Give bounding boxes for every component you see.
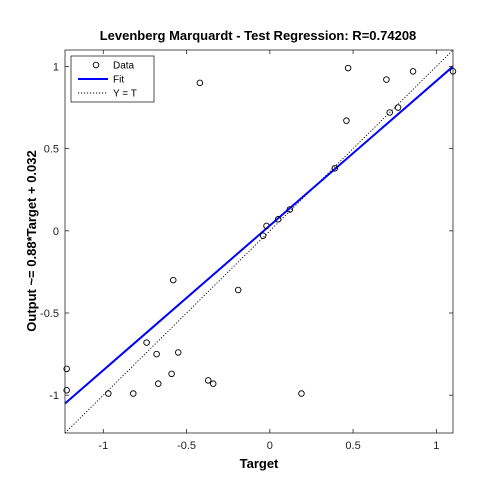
legend-data-label: Data <box>113 61 135 72</box>
identity-line-group <box>64 49 454 434</box>
data-points <box>63 64 457 397</box>
data-point <box>331 165 339 172</box>
data-point <box>143 339 150 346</box>
x-tick-label: -0.5 <box>177 440 196 452</box>
data-point <box>274 216 282 223</box>
data-point <box>383 76 390 83</box>
data-point <box>298 390 305 397</box>
legend: Data Fit Y = T <box>70 55 155 103</box>
legend-identity-label: Y = T <box>113 89 137 100</box>
x-axis-label: Target <box>240 456 279 471</box>
legend-data-marker <box>92 61 100 69</box>
data-point <box>63 365 70 373</box>
data-point <box>386 109 393 116</box>
y-tick-label: -1 <box>49 390 59 402</box>
x-axis-ticks: -1 -0.5 0 0.5 1 <box>98 50 439 452</box>
data-point <box>196 79 204 87</box>
x-tick-label: 0 <box>267 440 273 452</box>
data-point <box>155 380 162 387</box>
y-tick-label: 0.5 <box>44 144 59 156</box>
y-axis-label: Output ~= 0.88*Target + 0.032 <box>24 150 39 331</box>
data-point <box>263 222 270 230</box>
data-point <box>344 64 352 72</box>
data-point <box>409 68 417 75</box>
data-point <box>234 286 242 294</box>
data-point <box>259 232 267 239</box>
fit-line <box>64 65 454 405</box>
data-point <box>130 390 137 397</box>
data-point <box>168 370 175 378</box>
x-tick-label: -1 <box>98 440 108 452</box>
x-tick-label: 0.5 <box>345 440 360 452</box>
data-point <box>204 377 212 384</box>
y-tick-label: -0.5 <box>40 308 59 320</box>
chart-title: Levenberg Marquardt - Test Regression: R… <box>100 28 417 43</box>
data-point <box>286 206 294 213</box>
x-tick-label: 1 <box>433 440 439 452</box>
fit-line-group <box>64 65 454 405</box>
data-point <box>174 349 182 356</box>
legend-fit-label: Fit <box>113 75 124 86</box>
data-point <box>343 117 350 124</box>
data-point <box>394 104 402 111</box>
y-tick-label: 1 <box>53 61 59 73</box>
data-point <box>169 276 177 284</box>
identity-line <box>64 49 454 434</box>
data-point <box>153 350 160 358</box>
data-point <box>63 387 70 394</box>
data-point <box>209 380 217 387</box>
y-tick-label: 0 <box>53 226 59 238</box>
axes-box <box>64 49 454 434</box>
data-point <box>105 390 112 397</box>
y-axis-ticks: -1 -0.5 0 0.5 1 <box>40 61 453 402</box>
